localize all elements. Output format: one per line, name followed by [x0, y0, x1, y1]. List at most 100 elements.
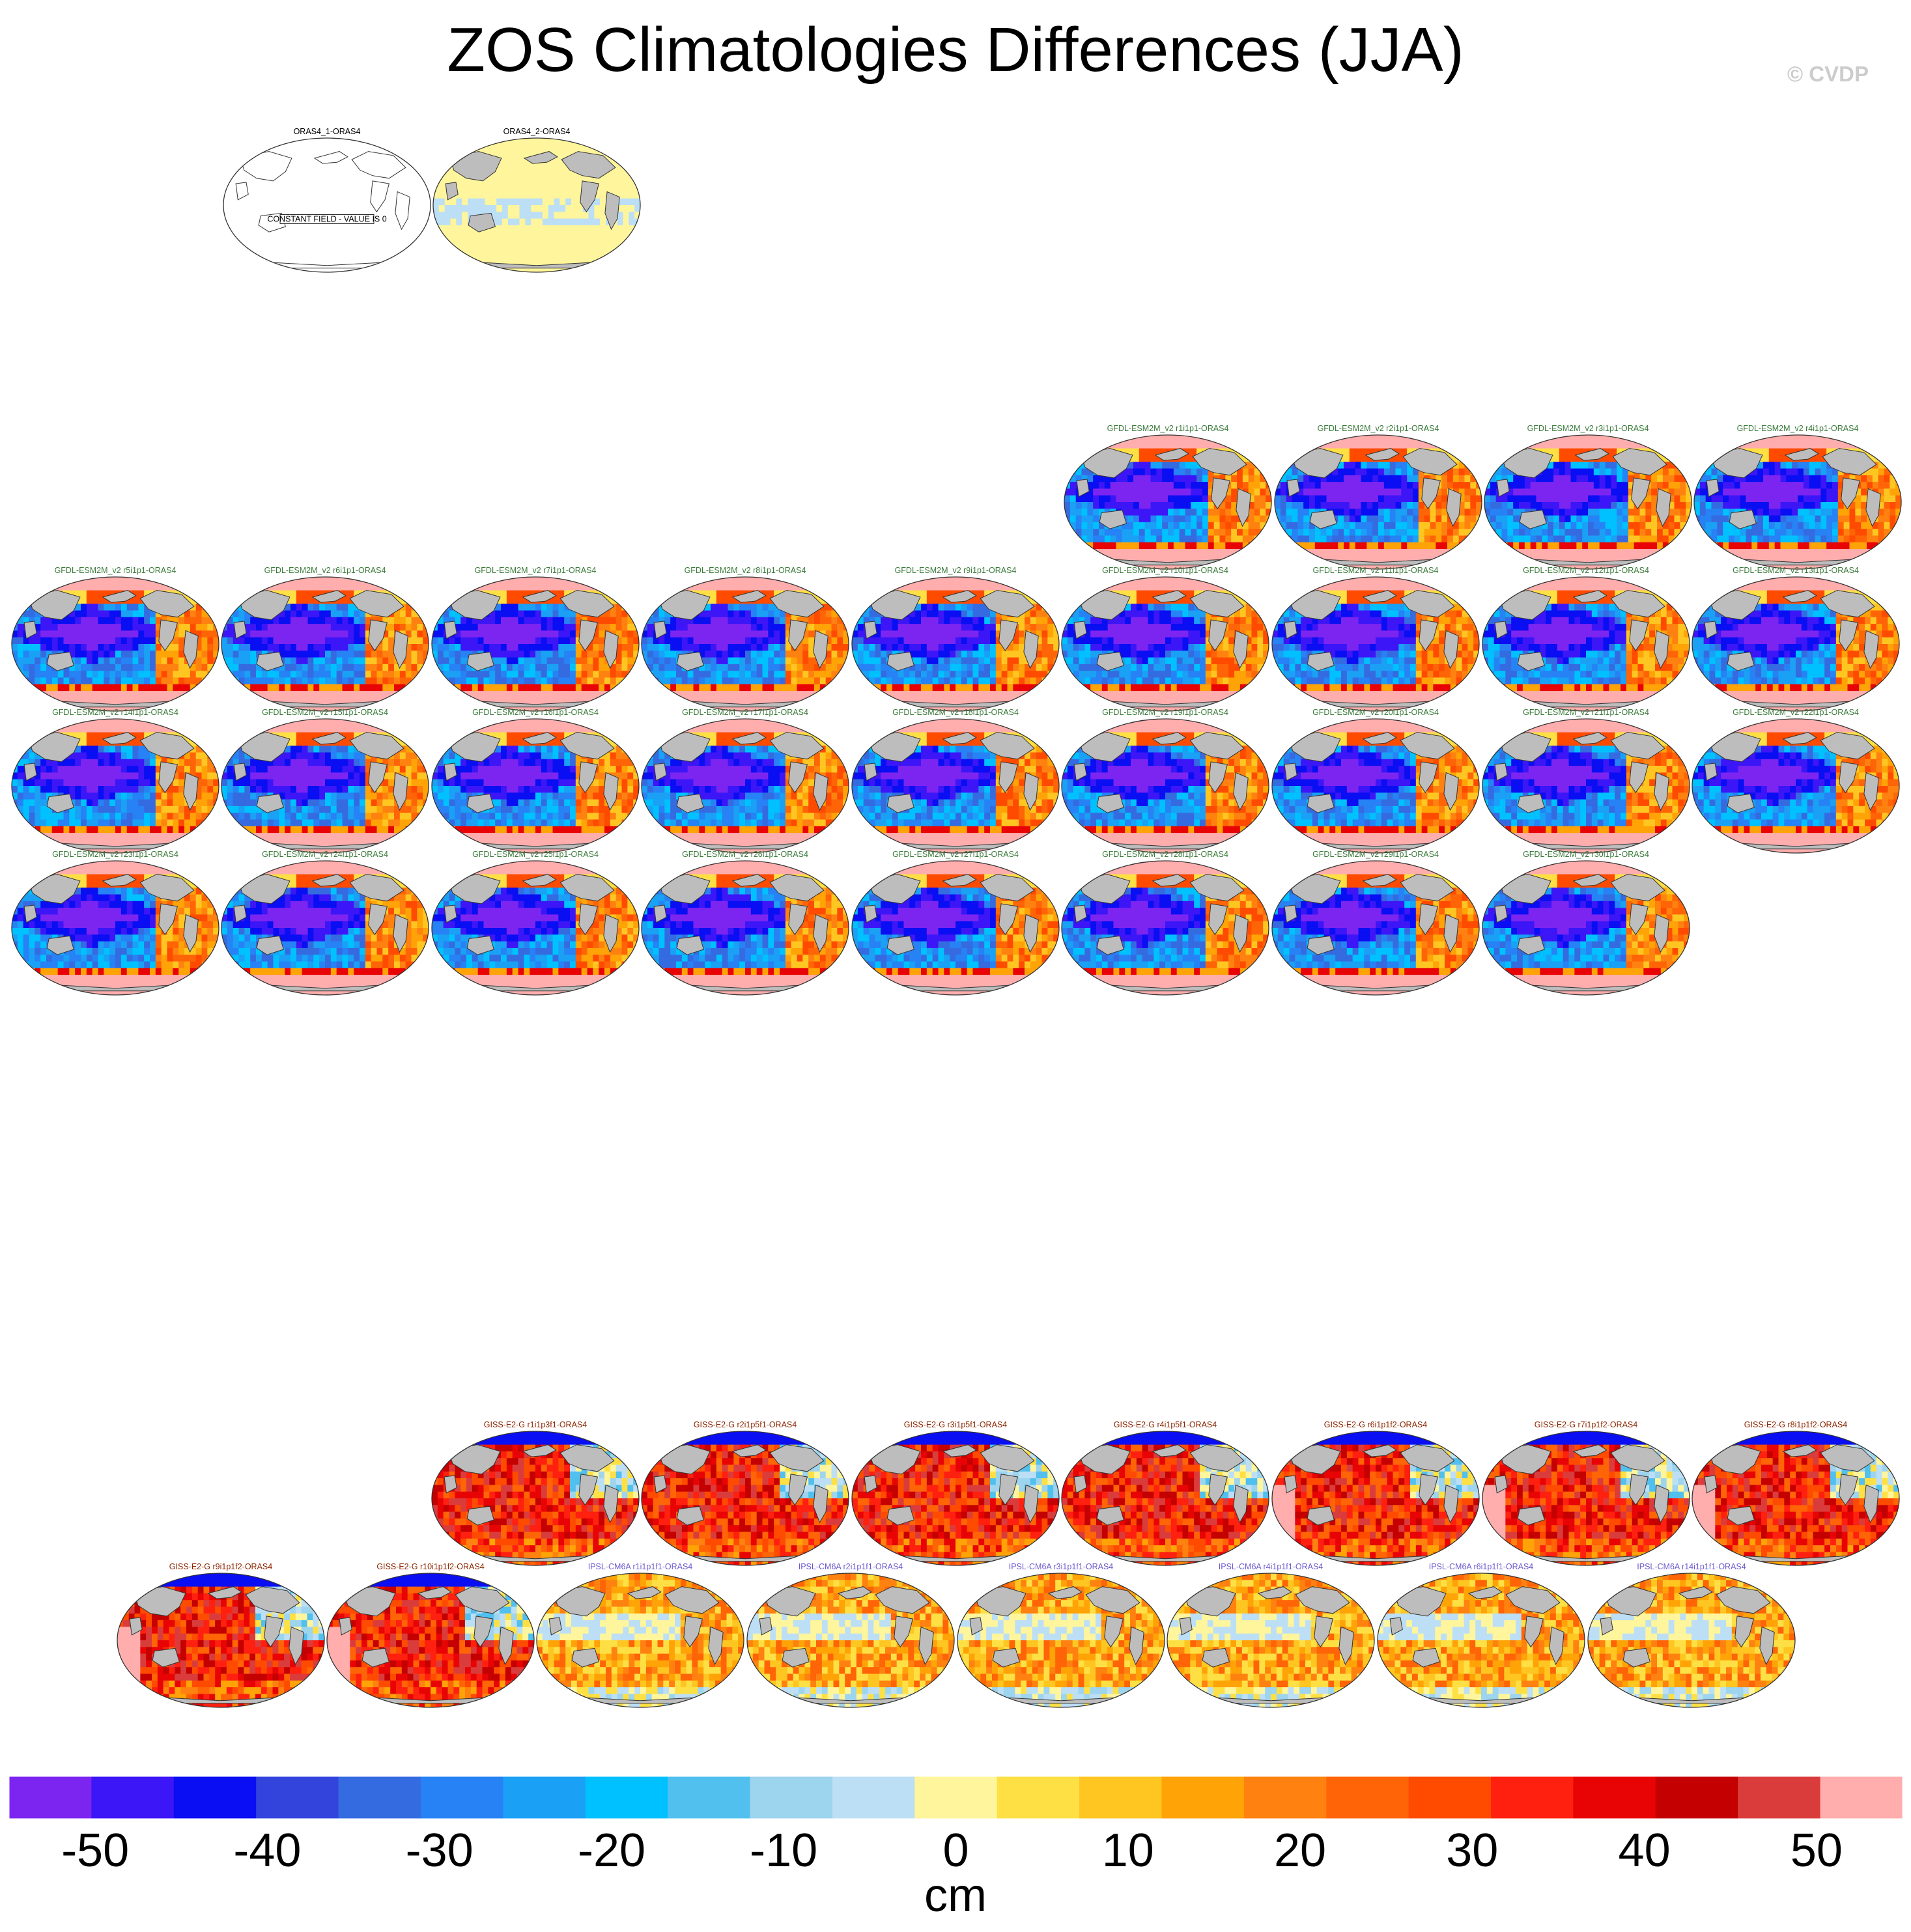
grid-cell — [507, 185, 515, 192]
grid-cell — [1242, 441, 1249, 449]
land-mask — [1211, 477, 1231, 510]
grid-cell — [1729, 495, 1735, 503]
grid-cell — [120, 677, 128, 685]
grid-cell — [1458, 495, 1465, 503]
grid-cell — [1548, 515, 1554, 523]
grid-cell — [1798, 488, 1804, 496]
grid-cell — [513, 232, 520, 240]
grid-cell — [238, 577, 245, 584]
grid-cell — [1452, 522, 1460, 529]
grid-cell — [582, 138, 589, 145]
grid-cell — [559, 178, 566, 186]
grid-cell — [1162, 441, 1168, 449]
grid-cell — [479, 191, 486, 199]
grid-cell — [462, 191, 468, 199]
grid-cell — [1680, 475, 1686, 483]
grid-cell — [1470, 495, 1477, 503]
grid-cell — [1332, 542, 1338, 550]
grid-cell — [1803, 502, 1810, 509]
grid-cell — [1372, 462, 1379, 469]
grid-cell — [1564, 495, 1572, 503]
grid-cell — [405, 644, 412, 651]
grid-cell — [57, 630, 64, 638]
grid-cell — [485, 238, 491, 246]
grid-cell — [1104, 535, 1111, 543]
grid-cell — [365, 583, 372, 591]
grid-cell — [1260, 549, 1266, 556]
grid-cell — [1344, 535, 1350, 543]
grid-cell — [190, 677, 197, 685]
grid-cell — [1717, 468, 1723, 476]
grid-cell — [444, 212, 451, 219]
grid-cell — [342, 664, 348, 671]
grid-cell — [115, 651, 122, 658]
grid-cell — [1275, 562, 1281, 569]
grid-cell — [92, 577, 99, 584]
grid-cell — [537, 171, 543, 179]
grid-cell — [1513, 482, 1520, 489]
grid-cell — [155, 644, 162, 651]
grid-cell — [1064, 448, 1071, 456]
grid-cell — [1168, 509, 1174, 516]
grid-cell — [1820, 515, 1827, 523]
grid-cell — [201, 704, 208, 711]
grid-cell — [92, 604, 99, 611]
grid-cell — [256, 624, 262, 631]
grid-cell — [348, 671, 354, 679]
grid-cell — [1651, 482, 1658, 489]
grid-cell — [582, 259, 589, 266]
grid-cell — [1116, 495, 1122, 503]
grid-cell — [1185, 468, 1191, 476]
grid-cell — [1424, 509, 1431, 516]
grid-cell — [342, 590, 348, 598]
grid-cell — [1389, 495, 1396, 503]
grid-cell — [1734, 482, 1741, 489]
grid-cell — [1513, 488, 1520, 496]
grid-cell — [1803, 475, 1810, 483]
grid-cell — [1717, 441, 1723, 449]
grid-cell — [542, 232, 549, 240]
grid-cell — [1570, 555, 1577, 563]
grid-cell — [423, 677, 429, 685]
grid-cell — [444, 145, 451, 152]
grid-cell — [120, 577, 128, 584]
grid-cell — [1081, 535, 1088, 543]
grid-cell — [1536, 495, 1542, 503]
grid-cell — [559, 138, 566, 145]
grid-cell — [184, 577, 191, 584]
grid-cell — [594, 198, 601, 206]
grid-cell — [1611, 562, 1617, 569]
grid-cell — [1599, 562, 1606, 569]
grid-cell — [1757, 515, 1764, 523]
grid-cell — [1484, 448, 1491, 456]
grid-cell — [302, 577, 309, 584]
grid-cell — [456, 225, 462, 232]
grid-cell — [1699, 441, 1706, 449]
grid-cell — [1674, 495, 1680, 503]
grid-cell — [1447, 475, 1454, 483]
grid-cell — [411, 610, 418, 618]
grid-cell — [1519, 549, 1525, 556]
grid-cell — [490, 151, 497, 159]
grid-cell — [1542, 488, 1548, 496]
grid-cell — [1780, 462, 1787, 469]
grid-cell — [1338, 515, 1344, 523]
grid-cell — [1081, 475, 1088, 483]
grid-cell — [1611, 555, 1617, 563]
grid-cell — [207, 604, 214, 611]
grid-cell — [86, 610, 93, 618]
grid-cell — [75, 657, 81, 665]
grid-cell — [1599, 535, 1606, 543]
grid-cell — [1548, 482, 1554, 489]
grid-cell — [1634, 542, 1641, 550]
grid-cell — [576, 205, 584, 212]
grid-cell — [1815, 448, 1821, 456]
grid-cell — [594, 252, 601, 259]
grid-cell — [81, 684, 87, 692]
grid-cell — [462, 138, 468, 145]
grid-cell — [1349, 549, 1356, 556]
grid-cell — [155, 677, 162, 685]
grid-cell — [1576, 522, 1583, 529]
grid-cell — [388, 624, 395, 631]
grid-cell — [273, 617, 279, 624]
